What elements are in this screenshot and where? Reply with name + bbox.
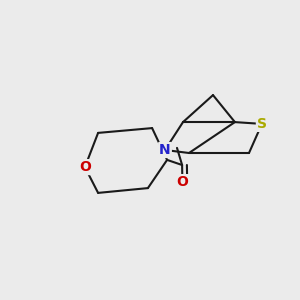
Text: O: O bbox=[176, 175, 188, 189]
Text: S: S bbox=[257, 117, 267, 131]
Text: N: N bbox=[159, 143, 171, 157]
Text: O: O bbox=[79, 160, 91, 174]
